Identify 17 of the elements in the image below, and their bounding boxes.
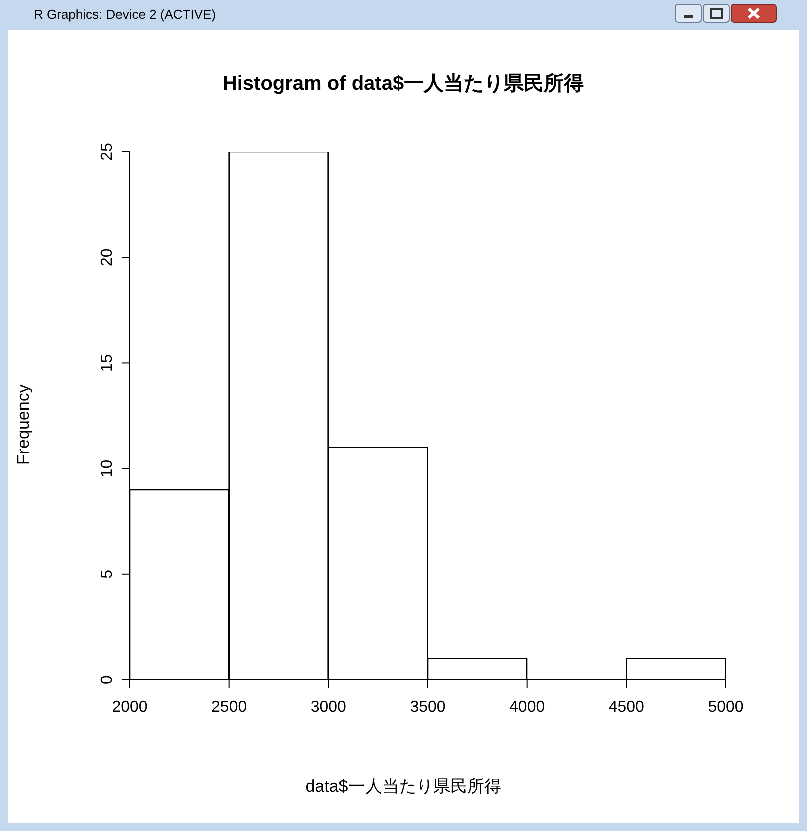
y-tick-label: 10	[99, 460, 116, 478]
x-tick-label: 2000	[112, 699, 148, 716]
x-tick-label: 5000	[708, 699, 744, 716]
y-axis-title: Frequency	[14, 384, 34, 465]
y-tick-label: 0	[99, 675, 116, 684]
x-axis-title: data$一人当たり県民所得	[304, 776, 502, 798]
y-tick-label: 20	[99, 248, 116, 266]
text: R Graphics: Device 2 (ACTIVE)	[34, 7, 216, 22]
y-tick-label: 25	[99, 143, 116, 161]
x-tick-label: 3500	[410, 699, 446, 716]
chart-title: Histogram of data$一人当たり県民所得	[222, 72, 586, 97]
x-tick-label: 4500	[608, 699, 645, 716]
y-tick-label: 15	[99, 354, 116, 372]
x-tick-label: 3000	[310, 699, 347, 716]
x-tick-label: 2500	[212, 699, 248, 716]
y-tick-label: 5	[99, 570, 116, 579]
x-tick-label: 4000	[510, 699, 546, 716]
